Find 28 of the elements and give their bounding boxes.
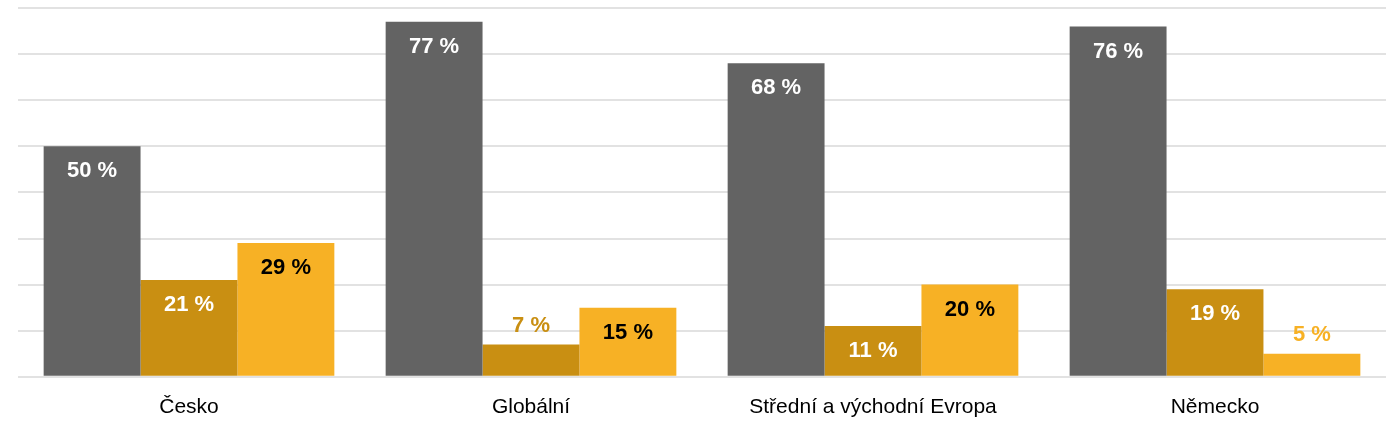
bar bbox=[237, 243, 335, 376]
bar bbox=[1263, 353, 1361, 376]
x-tick-label: Německo bbox=[1170, 394, 1260, 418]
data-label: 5 % bbox=[1292, 320, 1331, 346]
bar bbox=[579, 307, 677, 376]
data-label: 77 % bbox=[409, 32, 460, 58]
data-label: 19 % bbox=[1189, 300, 1241, 326]
data-label: 68 % bbox=[751, 74, 802, 100]
x-tick-label: Střední a východní Evropa bbox=[749, 394, 998, 418]
bar bbox=[727, 63, 825, 376]
bar bbox=[824, 326, 922, 376]
bar bbox=[1069, 26, 1167, 376]
bar bbox=[43, 146, 141, 376]
bar bbox=[921, 284, 1019, 376]
data-label: 29 % bbox=[260, 254, 311, 280]
data-label: 20 % bbox=[944, 295, 995, 321]
bar bbox=[385, 21, 483, 376]
bar bbox=[482, 344, 580, 376]
data-label: 21 % bbox=[163, 291, 215, 317]
data-label: 7 % bbox=[512, 311, 550, 337]
x-tick-label: Česko bbox=[159, 394, 219, 418]
data-label: 76 % bbox=[1093, 37, 1144, 63]
data-label: 11 % bbox=[848, 337, 898, 363]
bar bbox=[1166, 289, 1264, 376]
x-tick-label: Globální bbox=[491, 394, 571, 418]
data-label: 15 % bbox=[602, 318, 653, 344]
bar bbox=[140, 279, 238, 376]
data-label: 50 % bbox=[67, 157, 118, 183]
